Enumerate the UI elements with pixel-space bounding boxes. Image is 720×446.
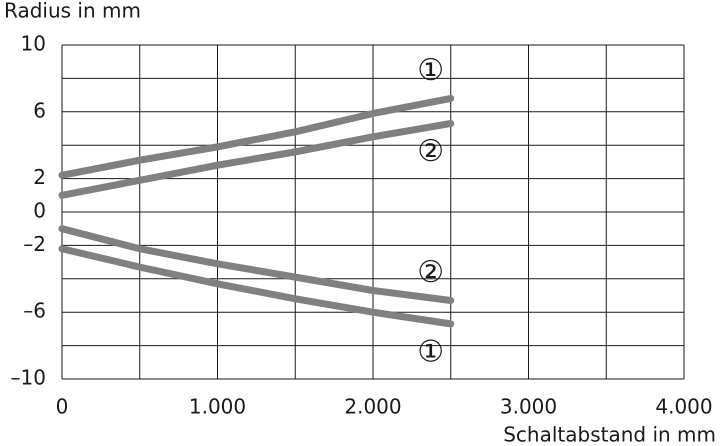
y-tick-label: 6 [33,98,46,122]
x-tick-label: 2.000 [344,395,401,419]
series-line [58,225,455,305]
x-tick-label: 4.000 [655,395,712,419]
series-label: ② [417,255,444,290]
x-axis-title: Schaltabstand in mm [503,423,716,446]
y-tick-label: 10 [21,32,46,56]
series-label: ② [417,134,444,169]
y-tick-label: –10 [11,366,46,390]
y-axis-title: Radius in mm [4,0,141,23]
x-tick-label: 3.000 [500,395,557,419]
series-line [58,245,455,328]
series-line [58,94,455,179]
x-tick-label: 1.000 [189,395,246,419]
series-line [58,119,455,199]
y-tick-label: –6 [23,299,46,323]
y-tick-label: –2 [23,232,46,256]
x-tick-label: 0 [56,395,69,419]
y-tick-label: 2 [33,165,46,189]
y-tick-label: 0 [33,199,46,223]
series-label: ① [417,53,444,88]
series-label: ① [417,334,444,369]
